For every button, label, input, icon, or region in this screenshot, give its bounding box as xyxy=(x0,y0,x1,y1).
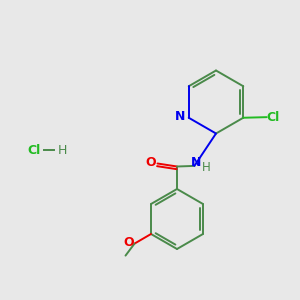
Text: H: H xyxy=(202,160,211,174)
Text: N: N xyxy=(191,156,201,170)
Text: O: O xyxy=(146,156,156,169)
Text: N: N xyxy=(175,110,185,123)
Text: Cl: Cl xyxy=(28,143,41,157)
Text: H: H xyxy=(57,143,67,157)
Text: Cl: Cl xyxy=(267,111,280,124)
Text: O: O xyxy=(124,236,134,250)
